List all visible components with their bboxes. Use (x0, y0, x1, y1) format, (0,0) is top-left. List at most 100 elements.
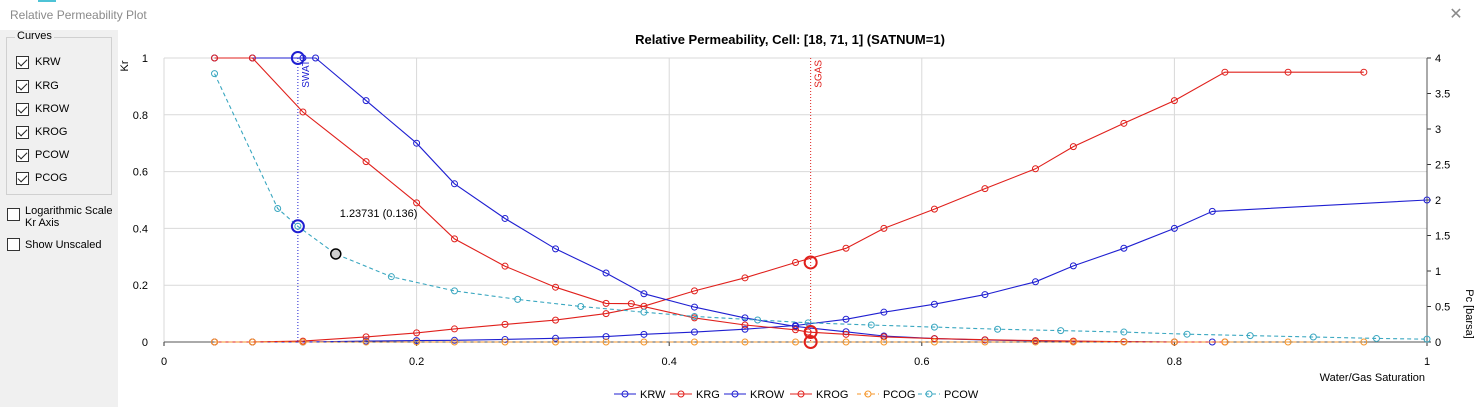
x-tick-label: 0 (161, 356, 167, 368)
y-tick-label: 0.6 (133, 167, 148, 179)
y2-tick-label: 3 (1435, 124, 1441, 136)
x-tick-label: 0.2 (409, 356, 424, 368)
y2-tick-label: 2.5 (1435, 160, 1450, 172)
checkbox-icon[interactable] (16, 55, 29, 69)
data-point (930, 300, 938, 308)
y2-tick-label: 1 (1435, 266, 1441, 278)
data-point (640, 290, 648, 298)
curve-checkbox-krog[interactable]: KROG (16, 124, 67, 140)
data-point (1423, 196, 1431, 204)
selection-marker (803, 255, 818, 270)
legend-item-pcog: PCOG (857, 389, 915, 401)
legend-item-krg: KRG (670, 389, 720, 401)
title-accent (38, 0, 56, 2)
data-point (1069, 262, 1077, 270)
legend-label: PCOG (883, 389, 915, 401)
data-point (1284, 68, 1292, 76)
legend-label: KROW (750, 389, 785, 401)
data-point (981, 185, 989, 193)
series-line-krog (214, 57, 1225, 343)
data-point (627, 300, 635, 308)
data-point (1183, 330, 1191, 338)
data-point (741, 274, 749, 282)
data-point (294, 222, 302, 230)
checkbox-icon[interactable] (16, 171, 29, 185)
curve-label: PCOW (35, 149, 70, 161)
curve-label: KRG (35, 80, 59, 92)
data-point (867, 321, 875, 329)
selection-marker (290, 51, 305, 65)
data-point (274, 205, 282, 213)
x-tick-label: 0.6 (914, 356, 929, 368)
checkbox-icon[interactable] (16, 102, 29, 116)
curve-label: KRW (35, 56, 61, 68)
data-point (880, 338, 888, 346)
selection-marker (803, 335, 818, 349)
data-point (930, 338, 938, 346)
checkbox-icon[interactable] (16, 79, 29, 93)
data-point (552, 283, 560, 291)
data-point (1170, 97, 1178, 105)
data-point (690, 338, 698, 346)
sidebar: Curves KRW KRG KROW KROG PCOW (0, 30, 118, 407)
data-point (981, 336, 989, 344)
data-point (1120, 338, 1128, 346)
curve-checkbox-krg[interactable]: KRG (16, 78, 59, 94)
vline-label: SWAT (301, 60, 312, 88)
data-point (362, 158, 370, 166)
data-point (602, 333, 610, 341)
legend-item-krog: KROG (790, 389, 848, 401)
legend-label: KROG (816, 389, 848, 401)
data-point (1221, 68, 1229, 76)
data-point (450, 338, 458, 346)
y-tick-label: 1 (142, 53, 148, 65)
data-point (981, 338, 989, 346)
y-tick-label: 0.2 (133, 280, 148, 292)
curve-checkbox-krow[interactable]: KROW (16, 101, 69, 117)
legend-item-pcow: PCOW (918, 389, 979, 401)
data-point (211, 54, 219, 62)
data-point (211, 70, 219, 78)
close-button[interactable]: ✕ (1449, 6, 1463, 23)
data-point (602, 299, 610, 307)
y2-tick-label: 3.5 (1435, 89, 1450, 101)
checkbox-icon[interactable] (16, 148, 29, 162)
data-point (1360, 68, 1368, 76)
data-point (880, 224, 888, 232)
data-point (552, 334, 560, 342)
checkbox-icon[interactable] (16, 125, 29, 139)
data-point (413, 139, 421, 147)
show-unscaled-checkbox[interactable]: Show Unscaled (7, 238, 101, 251)
data-point (930, 205, 938, 213)
data-point (690, 287, 698, 295)
data-point (741, 338, 749, 346)
log-scale-checkbox[interactable]: Logarithmic Scale Kr Axis (7, 205, 115, 229)
x-tick-label: 1 (1424, 356, 1430, 368)
data-point (602, 338, 610, 346)
data-point (501, 214, 509, 222)
legend-swatch-marker (925, 390, 933, 398)
data-point (248, 338, 256, 346)
data-point (754, 316, 762, 324)
checkbox-icon[interactable] (7, 238, 20, 251)
data-point (552, 338, 560, 346)
show-unscaled-label: Show Unscaled (25, 238, 102, 251)
legend-swatch-marker (621, 390, 629, 398)
data-point (690, 303, 698, 311)
hover-label: 1.23731 (0.136) (340, 208, 418, 220)
data-point (1360, 338, 1368, 346)
title-bar: Relative Permeability Plot ✕ (0, 0, 1476, 30)
curve-checkbox-krw[interactable]: KRW (16, 54, 60, 70)
curve-checkbox-pcog[interactable]: PCOG (16, 170, 67, 186)
data-point (930, 323, 938, 331)
curve-checkbox-pcow[interactable]: PCOW (16, 147, 69, 163)
data-point (842, 330, 850, 338)
data-point (880, 308, 888, 316)
series-line-krw (214, 199, 1428, 343)
checkbox-icon[interactable] (7, 208, 20, 221)
data-point (514, 295, 522, 303)
data-point (741, 314, 749, 322)
data-point (501, 320, 509, 328)
chart-title: Relative Permeability, Cell: [18, 71, 1]… (635, 32, 945, 47)
